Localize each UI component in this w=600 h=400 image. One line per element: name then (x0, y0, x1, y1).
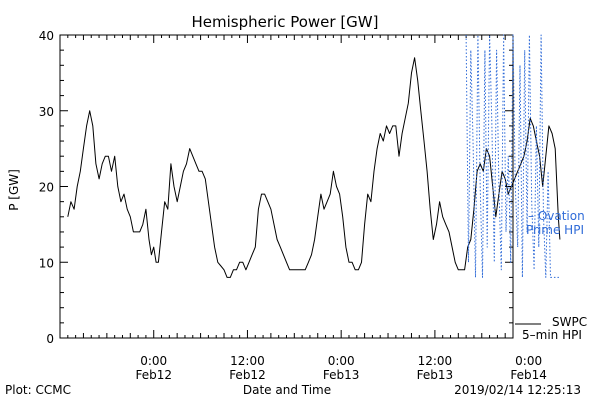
x-tick-date-label: Feb12 (135, 368, 172, 382)
x-tick-time-label: 0:00 (328, 354, 355, 368)
x-tick-time-label: 0:00 (515, 354, 542, 368)
y-tick-label: 40 (39, 29, 54, 43)
legend: – Ovation Prime HPI SWPC 5–min HPI (515, 209, 587, 342)
plot-credit: Plot: CCMC (5, 383, 71, 397)
y-tick-label: 0 (46, 332, 54, 346)
legend-ovation-line2: Prime HPI (526, 223, 584, 237)
x-tick-date-label: Feb13 (323, 368, 360, 382)
legend-swpc-line1: SWPC (552, 315, 587, 329)
x-tick-time-label: 0:00 (140, 354, 167, 368)
x-tick-time-label: 12:00 (418, 354, 453, 368)
series-ovation-prime-line (465, 34, 560, 278)
series-layer (67, 34, 561, 278)
y-tick-label: 30 (39, 105, 54, 119)
y-axis-ticks: 0 10 20 30 40 (39, 29, 513, 346)
plot-frame (59, 34, 514, 339)
legend-ovation-line1: – Ovation (528, 209, 585, 223)
series-swpc-hpi-line (67, 57, 561, 278)
x-tick-date-label: Feb12 (229, 368, 266, 382)
x-tick-date-label: Feb13 (417, 368, 454, 382)
legend-swpc-line2: 5–min HPI (522, 328, 582, 342)
x-axis-ticks: 0:00Feb1212:00Feb120:00Feb1312:00Feb130:… (59, 35, 547, 382)
y-axis-label: P [GW] (7, 169, 21, 211)
chart-title: Hemispheric Power [GW] (192, 13, 379, 31)
y-tick-label: 10 (39, 256, 54, 270)
y-tick-label: 20 (39, 181, 54, 195)
x-tick-date-label: Feb14 (510, 368, 547, 382)
timestamp: 2019/02/14 12:25:13 (454, 383, 581, 397)
x-tick-time-label: 12:00 (230, 354, 265, 368)
x-axis-label: Date and Time (243, 383, 331, 397)
